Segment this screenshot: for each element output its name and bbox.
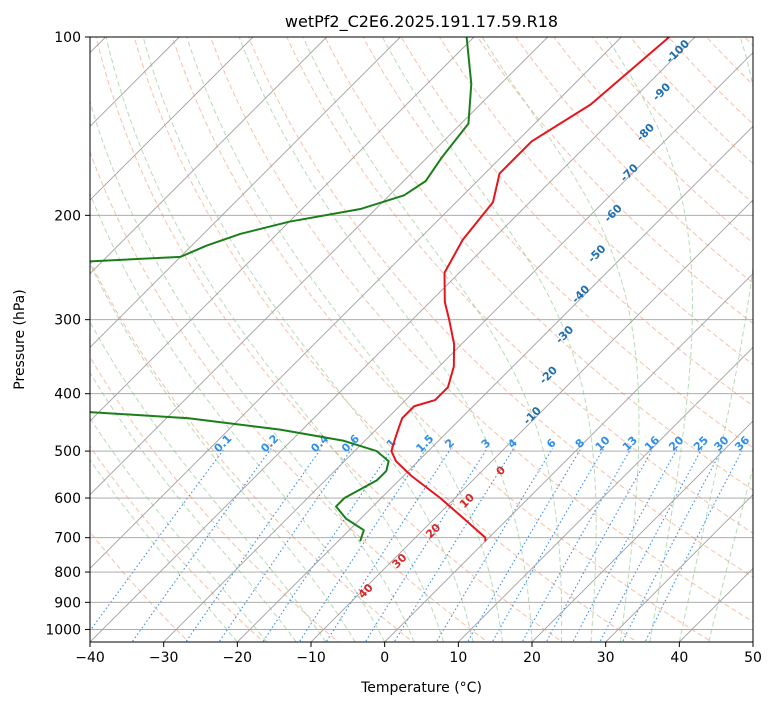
mixing-ratio-line [466,448,582,642]
isotherm-line [90,37,548,496]
isotherm-line [90,37,401,348]
moist-adiabat-line [105,37,445,642]
x-tick-label: 40 [670,650,688,666]
moist-adiabat-line [90,192,386,642]
dry-adiabat-line [248,37,753,578]
y-tick-label: 700 [54,531,81,547]
mixing-ratio-line [364,448,488,642]
grid-layer [90,37,753,642]
mixing-ratio-line [185,448,322,642]
isotherm-line [90,37,475,422]
isotherm-line [458,346,753,642]
moist-adiabat-line [90,417,268,642]
moist-adiabat-line [302,37,563,642]
isotherm-line [90,37,327,275]
isotherm-line [163,52,753,642]
isotherm-line [90,37,696,642]
mixing-ratio-line [393,448,515,642]
y-tick-label: 1000 [45,622,81,638]
moist-adiabat-line [481,37,640,642]
x-tick-label: −20 [223,650,253,666]
isotherm-line [531,420,753,642]
y-tick-label: 200 [54,208,81,224]
moist-adiabat-line [606,37,693,642]
moist-adiabat-line [186,37,504,642]
moist-adiabat-line [90,320,327,642]
moist-adiabat-line [90,459,238,642]
x-axis-label: Temperature (°C) [360,680,482,696]
isotherm-line [310,199,753,642]
moist-adiabat-line [90,262,356,642]
dry-adiabat-line [438,37,753,366]
dewpoint-profile-line [90,37,473,542]
dry-adiabat-line [171,37,713,642]
moist-adiabat-line [381,37,597,642]
temperature-profile-line [390,37,670,542]
moist-adiabat-line [708,465,753,642]
x-tick-label: 50 [744,650,762,666]
moist-adiabat-line [238,37,533,642]
x-tick-label: 10 [449,650,467,666]
x-tick-label: 0 [380,650,389,666]
mixing-ratio-line [298,448,427,642]
mixing-ratio-line [545,448,654,642]
y-tick-label: 900 [54,595,81,611]
dry-adiabat-line [362,37,753,449]
isotherm-line [605,494,753,642]
mixing-ratio-line [621,448,723,642]
profile-layer [90,37,670,542]
mixing-ratio-line [131,448,272,642]
isotherm-line [90,37,254,201]
x-tick-label: −10 [296,650,326,666]
isotherm-line [90,37,622,569]
mixing-ratio-line [262,448,393,642]
mixing-ratio-line [218,448,353,642]
x-tick-label: 30 [597,650,615,666]
y-tick-label: 600 [54,491,81,507]
y-axis-label: Pressure (hPa) [12,289,28,389]
x-tick-label: 20 [523,650,541,666]
isotherm-line [237,125,753,642]
plot-frame [89,36,754,643]
y-tick-label: 300 [54,313,81,329]
dry-adiabat-line [324,37,753,491]
y-tick-label: 100 [54,30,81,46]
mixing-ratio-line [521,448,632,642]
mixing-ratio-line [325,448,452,642]
mixing-ratio-line [435,448,553,642]
y-tick-label: 500 [54,444,81,460]
moist-adiabat-line [142,37,474,642]
y-tick-label: 400 [54,387,81,403]
dry-adiabat-line [286,37,753,534]
dry-adiabat-line [90,150,489,642]
tick-layer: −40 −30 −20 −10 0 10 20 30 40 50 100 200 300 400 500 60… [45,30,762,666]
x-tick-label: −30 [149,650,179,666]
moist-adiabat-line [678,37,753,642]
chart-title: wetPf2_C2E6.2025.191.17.59.R18 [285,12,558,32]
y-tick-label: 800 [54,565,81,581]
x-tick-label: −40 [75,650,105,666]
